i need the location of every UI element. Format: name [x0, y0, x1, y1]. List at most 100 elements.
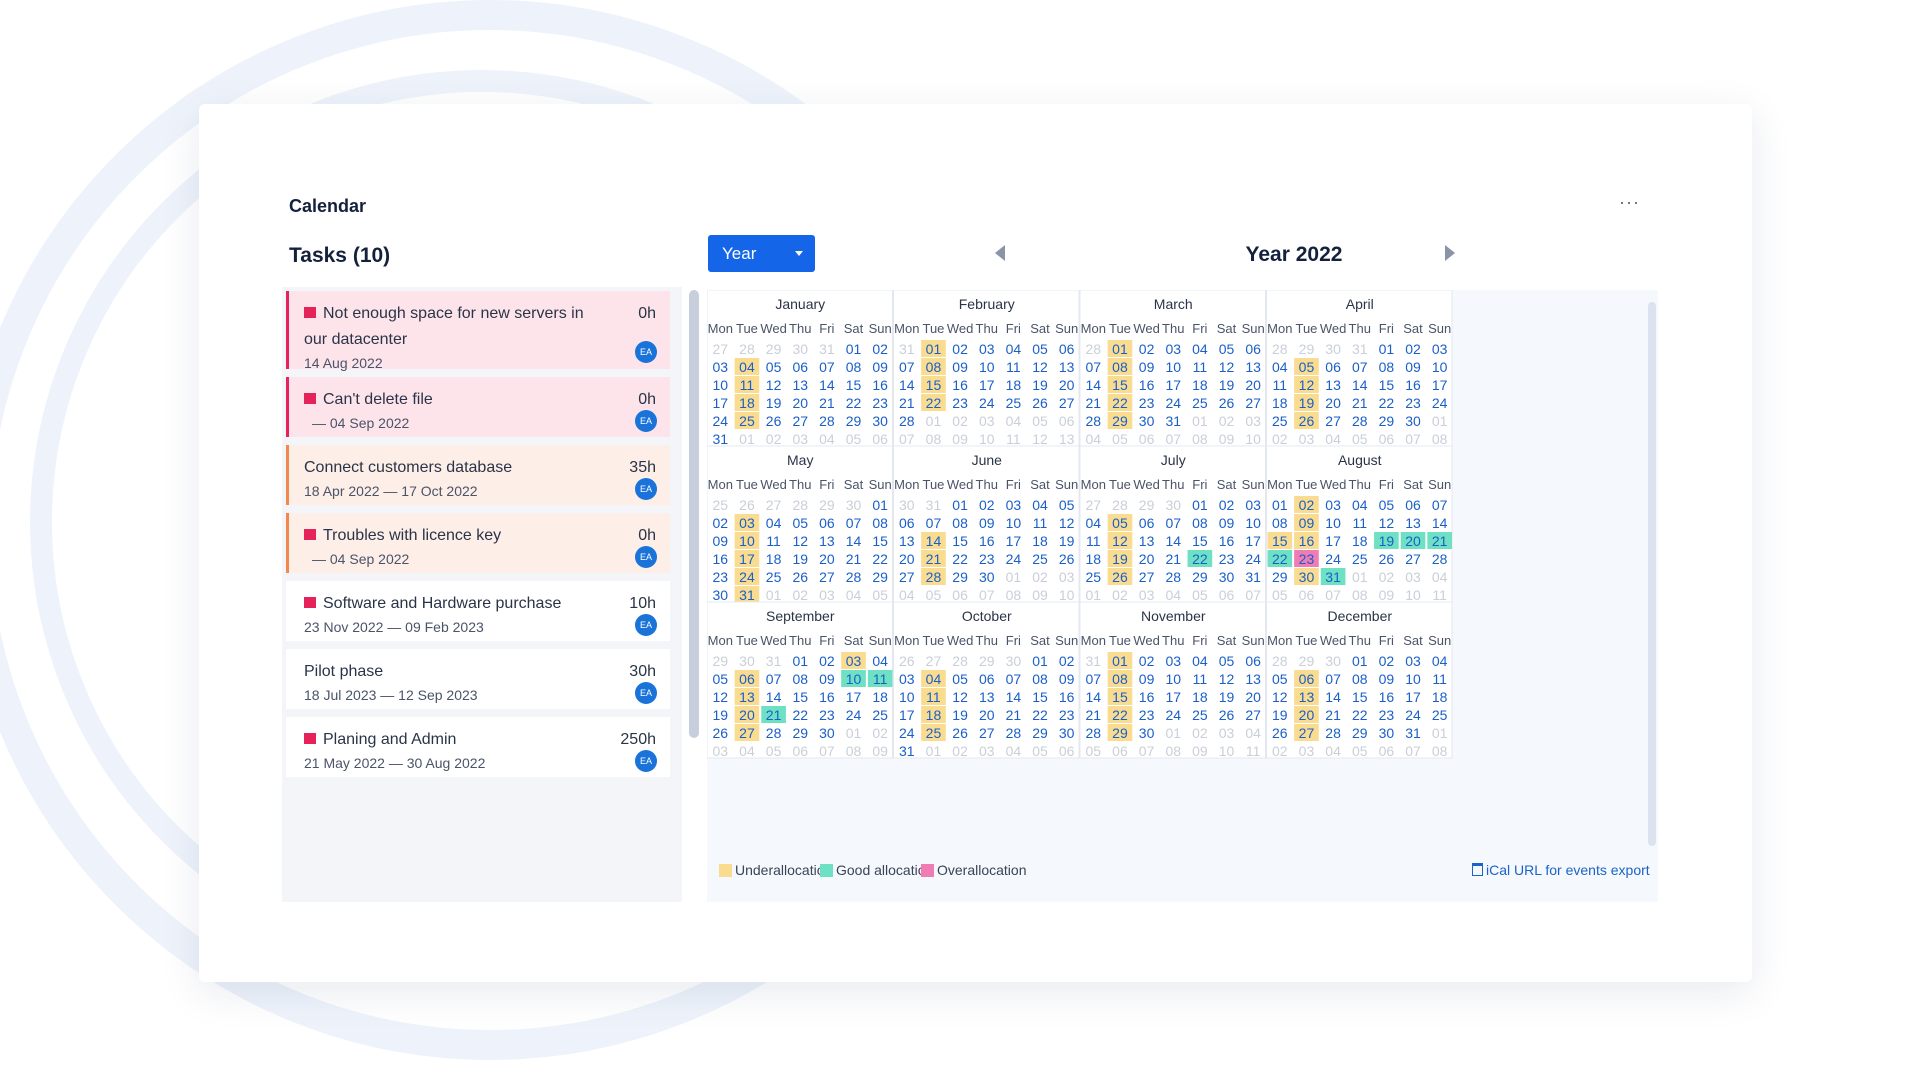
day-number[interactable]: 08 [1192, 431, 1208, 447]
day-number[interactable]: 14 [899, 377, 915, 393]
day-number[interactable]: 28 [792, 497, 808, 513]
day-number[interactable]: 30 [1219, 569, 1235, 585]
day-number[interactable]: 07 [979, 587, 995, 603]
day-number[interactable]: 11 [1006, 359, 1021, 375]
day-number[interactable]: 24 [1432, 395, 1448, 411]
day-number[interactable]: 13 [1059, 359, 1075, 375]
day-number[interactable]: 20 [899, 551, 915, 567]
day-number[interactable]: 12 [952, 689, 968, 705]
day-number[interactable]: 31 [899, 743, 915, 759]
day-number[interactable]: 11 [873, 671, 888, 687]
day-number[interactable]: 28 [1112, 497, 1128, 513]
next-year-arrow-icon[interactable] [1445, 245, 1455, 261]
day-number[interactable]: 21 [846, 551, 862, 567]
day-number[interactable]: 03 [846, 653, 862, 669]
day-number[interactable]: 11 [1352, 515, 1367, 531]
day-number[interactable]: 09 [952, 359, 968, 375]
day-number[interactable]: 10 [1059, 587, 1075, 603]
day-number[interactable]: 16 [952, 377, 968, 393]
day-number[interactable]: 04 [1032, 497, 1048, 513]
day-number[interactable]: 13 [1325, 377, 1341, 393]
day-number[interactable]: 26 [899, 653, 915, 669]
day-number[interactable]: 07 [1165, 515, 1181, 531]
day-number[interactable]: 18 [766, 551, 782, 567]
day-number[interactable]: 20 [739, 707, 755, 723]
day-number[interactable]: 08 [1379, 359, 1395, 375]
day-number[interactable]: 01 [1352, 569, 1368, 585]
day-number[interactable]: 28 [926, 569, 942, 585]
day-number[interactable]: 04 [926, 671, 942, 687]
day-number[interactable]: 21 [1432, 533, 1448, 549]
day-number[interactable]: 19 [1299, 395, 1315, 411]
day-number[interactable]: 01 [1112, 653, 1128, 669]
day-number[interactable]: 07 [846, 515, 862, 531]
day-number[interactable]: 05 [1112, 431, 1128, 447]
day-number[interactable]: 24 [1325, 551, 1341, 567]
day-number[interactable]: 31 [1352, 341, 1368, 357]
day-number[interactable]: 28 [1352, 413, 1368, 429]
day-number[interactable]: 28 [952, 653, 968, 669]
day-number[interactable]: 02 [1112, 587, 1128, 603]
day-number[interactable]: 06 [1059, 743, 1075, 759]
ical-export-link[interactable]: iCal URL for events export [1472, 862, 1650, 878]
day-number[interactable]: 16 [1139, 689, 1155, 705]
day-number[interactable]: 15 [952, 533, 968, 549]
day-number[interactable]: 03 [1245, 497, 1261, 513]
day-number[interactable]: 30 [1299, 569, 1315, 585]
day-number[interactable]: 19 [1032, 377, 1048, 393]
day-number[interactable]: 22 [1032, 707, 1048, 723]
day-number[interactable]: 06 [1325, 359, 1341, 375]
day-number[interactable]: 22 [846, 395, 862, 411]
day-number[interactable]: 15 [1112, 689, 1128, 705]
day-number[interactable]: 20 [792, 395, 808, 411]
day-number[interactable]: 31 [1325, 569, 1341, 585]
day-number[interactable]: 06 [1112, 743, 1128, 759]
day-number[interactable]: 22 [952, 551, 968, 567]
day-number[interactable]: 08 [1352, 671, 1368, 687]
day-number[interactable]: 25 [1432, 707, 1448, 723]
day-number[interactable]: 16 [819, 689, 835, 705]
day-number[interactable]: 20 [1325, 395, 1341, 411]
day-number[interactable]: 08 [926, 359, 942, 375]
day-number[interactable]: 20 [1245, 689, 1261, 705]
day-number[interactable]: 04 [1432, 653, 1448, 669]
day-number[interactable]: 14 [1165, 533, 1181, 549]
day-number[interactable]: 10 [739, 533, 755, 549]
day-number[interactable]: 18 [926, 707, 942, 723]
day-number[interactable]: 10 [1219, 743, 1235, 759]
day-number[interactable]: 21 [819, 395, 835, 411]
day-number[interactable]: 11 [1432, 587, 1447, 603]
day-number[interactable]: 04 [1272, 359, 1288, 375]
day-number[interactable]: 01 [1006, 569, 1022, 585]
day-number[interactable]: 05 [1112, 515, 1128, 531]
day-number[interactable]: 22 [1352, 707, 1368, 723]
day-number[interactable]: 19 [1379, 533, 1395, 549]
day-number[interactable]: 16 [1379, 689, 1395, 705]
day-number[interactable]: 27 [899, 569, 915, 585]
day-number[interactable]: 27 [1325, 413, 1341, 429]
day-number[interactable]: 29 [1112, 725, 1128, 741]
day-number[interactable]: 07 [899, 359, 915, 375]
day-number[interactable]: 02 [1219, 413, 1235, 429]
day-number[interactable]: 09 [1139, 359, 1155, 375]
day-number[interactable]: 27 [1299, 725, 1315, 741]
day-number[interactable]: 26 [739, 497, 755, 513]
day-number[interactable]: 22 [1192, 551, 1208, 567]
day-number[interactable]: 03 [1405, 569, 1421, 585]
day-number[interactable]: 02 [1059, 653, 1075, 669]
day-number[interactable]: 05 [1272, 587, 1288, 603]
day-number[interactable]: 02 [1139, 653, 1155, 669]
day-number[interactable]: 19 [1219, 689, 1235, 705]
day-number[interactable]: 23 [1139, 707, 1155, 723]
day-number[interactable]: 31 [739, 587, 755, 603]
day-number[interactable]: 27 [1245, 707, 1261, 723]
day-number[interactable]: 01 [1432, 725, 1448, 741]
day-number[interactable]: 08 [926, 431, 942, 447]
day-number[interactable]: 08 [1032, 671, 1048, 687]
day-number[interactable]: 04 [819, 431, 835, 447]
day-number[interactable]: 02 [1405, 341, 1421, 357]
day-number[interactable]: 21 [1086, 707, 1102, 723]
day-number[interactable]: 31 [713, 431, 729, 447]
day-number[interactable]: 28 [1432, 551, 1448, 567]
day-number[interactable]: 28 [846, 569, 862, 585]
